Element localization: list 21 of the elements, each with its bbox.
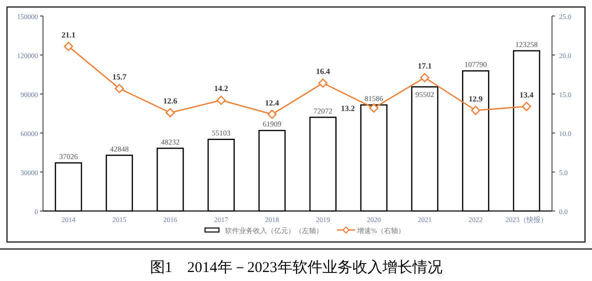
point (114, 84, 124, 94)
data-label: 17.1 (418, 62, 432, 71)
point (318, 78, 328, 88)
point (64, 42, 74, 52)
data-label: 15.7 (112, 72, 126, 82)
data-label: 12.9 (468, 94, 483, 104)
text: 图1 2014年－2023年软件业务收入增长情况 (150, 259, 442, 276)
point (267, 110, 277, 119)
data-label: 21.1 (61, 30, 76, 40)
data-label: 14.2 (214, 84, 228, 94)
data-label: 16.4 (316, 67, 330, 76)
point (369, 103, 378, 113)
data-label: 12.4 (265, 98, 280, 108)
point (216, 96, 226, 105)
point (522, 102, 532, 112)
point (420, 73, 430, 82)
data-label: 13.4 (520, 90, 534, 100)
point (166, 108, 175, 118)
point (471, 106, 480, 115)
data-label: 13.2 (340, 104, 355, 114)
data-label: 12.6 (163, 96, 178, 106)
